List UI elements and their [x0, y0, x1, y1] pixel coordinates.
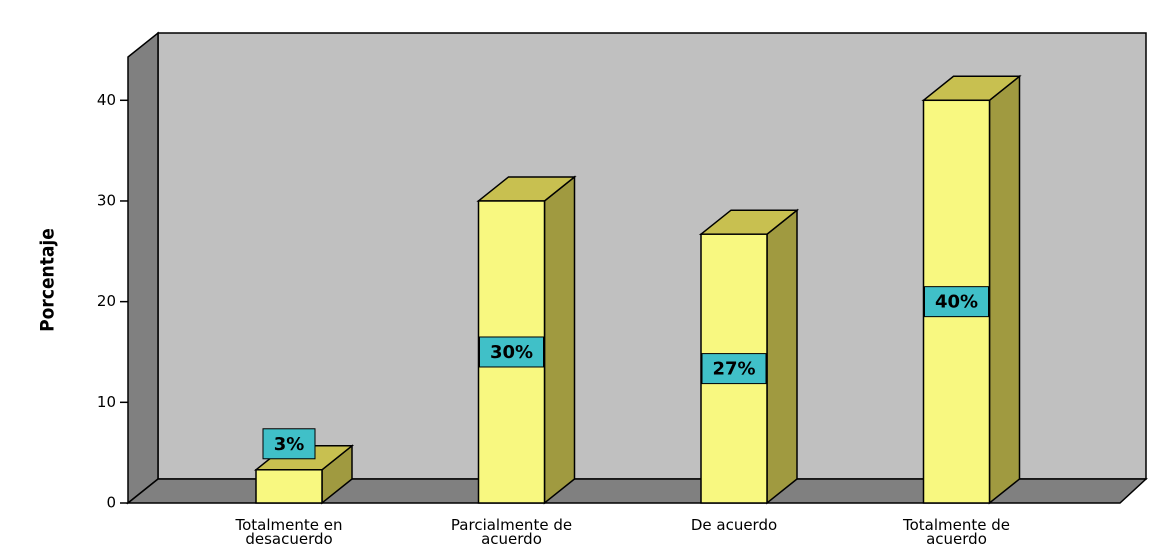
bar-group: 30%	[476, 175, 577, 505]
bar-group: 27%	[698, 208, 800, 505]
value-label: 3%	[274, 434, 305, 455]
y-axis-title: Porcentaje	[37, 228, 59, 332]
x-tick-label: Parcialmente de acuerdo	[450, 516, 573, 548]
x-tick-label: Totalmente en desacuerdo	[235, 516, 343, 548]
value-label-box	[924, 286, 989, 318]
value-label: 30%	[490, 342, 533, 363]
bar-side	[543, 175, 576, 505]
left-wall	[127, 31, 159, 505]
floor	[125, 478, 1148, 504]
value-label: 40%	[935, 292, 978, 313]
value-label-box	[479, 336, 544, 368]
bar-side	[988, 74, 1021, 505]
bar-side	[766, 208, 798, 505]
x-tick-label: De acuerdo	[690, 516, 778, 534]
x-tick-label: Totalmente de acuerdo	[902, 516, 1010, 548]
y-tick-label: 0	[106, 494, 116, 512]
y-tick-label: 10	[97, 393, 116, 411]
y-tick-label: 40	[97, 91, 116, 109]
bar-group: 40%	[921, 74, 1022, 505]
bar-group: 3%	[253, 428, 355, 505]
value-label-box	[262, 428, 316, 460]
value-label-box	[701, 353, 767, 385]
y-tick-label: 20	[97, 292, 116, 310]
value-label: 27%	[712, 359, 755, 380]
y-tick-label: 30	[97, 191, 116, 209]
bar	[255, 469, 323, 504]
